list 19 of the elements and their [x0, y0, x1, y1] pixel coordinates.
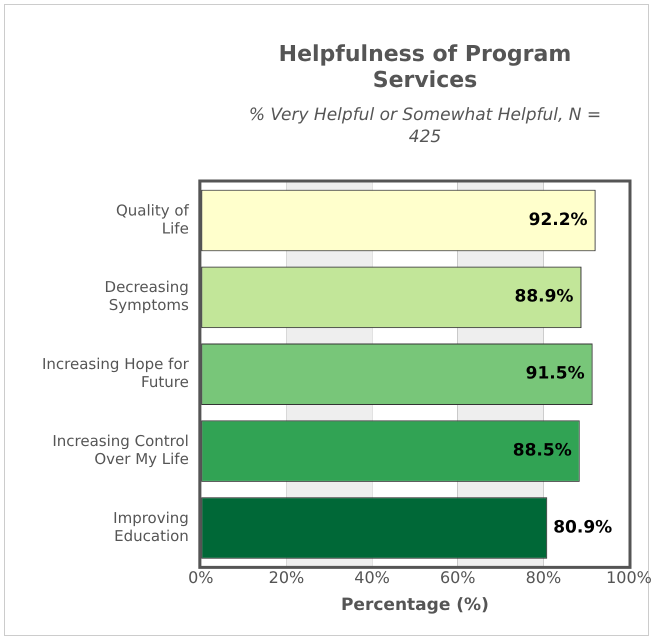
x-tick-label: 0%	[188, 568, 214, 588]
chart-title: Helpfulness of Program Services	[278, 42, 572, 94]
y-tick-label: Decreasing Symptoms	[104, 278, 189, 314]
x-tick-label: 60%	[440, 568, 476, 588]
data-label: 88.9%	[514, 286, 574, 307]
y-tick-label: Increasing Control Over My Life	[52, 432, 189, 468]
x-axis-title: Percentage (%)	[340, 595, 489, 616]
y-tick-label: Quality of Life	[116, 201, 190, 238]
data-label: 88.5%	[512, 440, 572, 460]
data-label: 92.2%	[528, 210, 588, 230]
y-tick-label: Increasing Hope for Future	[42, 355, 190, 392]
x-tick-label: 40%	[354, 568, 390, 588]
x-tick-label: 100%	[606, 568, 652, 588]
x-tick-label: 80%	[526, 568, 562, 588]
data-label: 80.9%	[553, 517, 612, 538]
chart-subtitle: % Very Helpful or Somewhat Helpful, N = 425	[248, 104, 602, 148]
y-tick-label: Improving Education	[113, 508, 189, 545]
x-tick-label: 20%	[268, 568, 304, 588]
data-label: 91.5%	[526, 364, 585, 384]
